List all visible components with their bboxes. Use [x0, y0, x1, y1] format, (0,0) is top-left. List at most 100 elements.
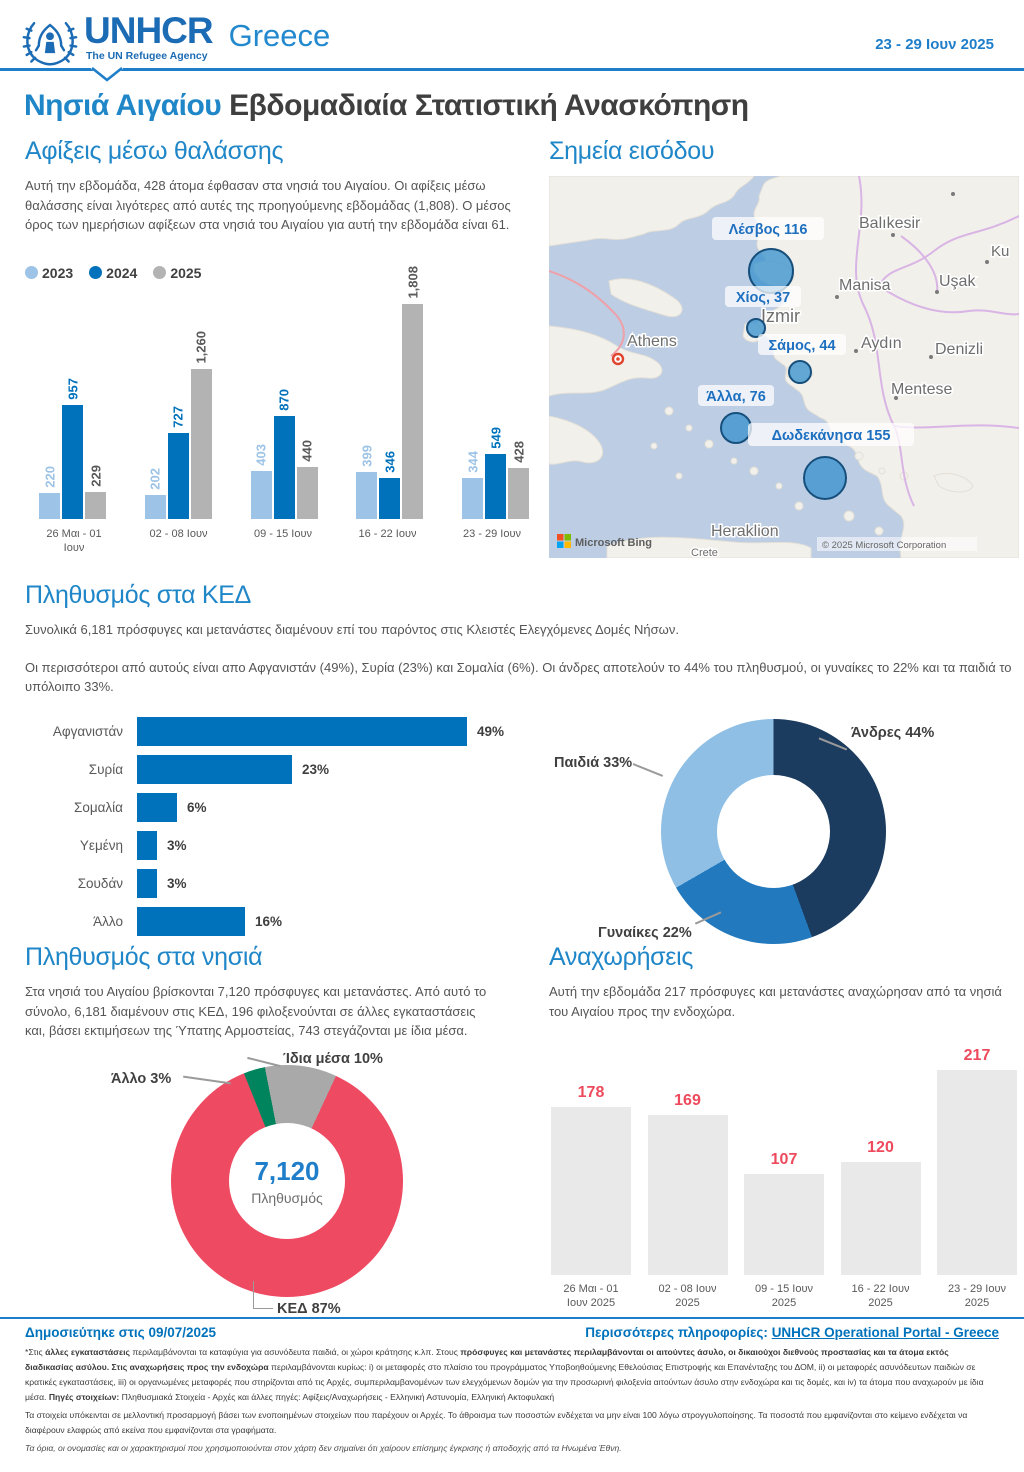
- departure-plot: 178: [551, 1043, 631, 1275]
- brand-name: UNHCR: [84, 10, 214, 51]
- bar-2023: [39, 492, 60, 519]
- nationality-bar: [137, 792, 177, 822]
- map-city-dots: [703, 192, 989, 556]
- nationality-row: Σομαλία 6%: [25, 792, 530, 822]
- departure-column: 120 16 - 22 Ιουν 2025: [840, 1043, 921, 1311]
- departure-column: 217 23 - 29 Ιουν 2025: [937, 1043, 1017, 1311]
- departure-bar: [647, 1115, 728, 1275]
- footnote-3: Τα όρια, οι ονομασίες και οι χαρακτηρισμ…: [25, 1441, 999, 1456]
- footnote-segment: Τα όρια, οι ονομασίες και οι χαρακτηρισμ…: [25, 1443, 622, 1454]
- bar-value: 549: [488, 426, 503, 449]
- more-info-label: Περισσότερες πληροφορίες:: [585, 1325, 768, 1340]
- bar-column: 403: [250, 304, 272, 519]
- footnote-segment: Τα στοιχεία υπόκεινται σε μελλοντική προ…: [25, 1410, 968, 1436]
- nationality-value: 16%: [255, 913, 283, 929]
- footnote-segment: πρόσφυγες και μετανάστες περιλαμβάνονται…: [25, 1347, 949, 1373]
- bar-column: 202: [144, 304, 166, 519]
- bar-group: 220 957 229: [39, 304, 106, 519]
- legend-label: 2024: [106, 264, 138, 281]
- bar-column: 346: [379, 304, 401, 519]
- bar-group: 403 870 440: [250, 304, 318, 519]
- bar-2024: [167, 432, 189, 519]
- legend-item: 2023: [25, 265, 73, 281]
- entry-labels: Λέσβος 116 Χίος, 37 Σάμος, 44 Άλλα, 76 Δ…: [698, 217, 914, 446]
- bar-value: 440: [299, 439, 315, 462]
- departures-text: Αυτή την εβδομάδα 217 πρόσφυγες και μετα…: [549, 984, 1002, 1019]
- footnotes: *Στις άλλες εγκαταστάσεις περιλαμβάνοντα…: [0, 1343, 1024, 1456]
- bar-value: 870: [276, 388, 292, 411]
- bar-value: 346: [382, 450, 398, 473]
- bar-2023: [250, 470, 272, 519]
- bar-column: 220: [39, 304, 60, 519]
- bubble-alla: [720, 412, 752, 444]
- bar-column: 870: [273, 304, 295, 519]
- gender-donut: [661, 718, 886, 944]
- bar-column: 229: [85, 304, 106, 519]
- legend-dot-icon: [153, 266, 167, 279]
- gender-donut-chart: Άνδρες 44% Παιδιά 33% Γυναίκες 22%: [546, 711, 1016, 957]
- city-izmir: Izmir: [761, 306, 800, 326]
- logo-text: UNHCR The UN Refugee Agency: [84, 10, 214, 62]
- report-date-range: 23 - 29 Ιουν 2025: [875, 36, 994, 53]
- bar-column: 1,808: [402, 266, 424, 519]
- city-athens: Athens: [627, 333, 677, 350]
- departures-bar-chart: 178 26 Μαι - 01 Ιουν 2025 169 02 - 08 Ιουν …: [549, 1043, 1019, 1311]
- bar-2023: [462, 477, 483, 519]
- nationality-value: 49%: [477, 723, 505, 739]
- map-islands-cyclades: [650, 406, 909, 536]
- departure-bar: [744, 1174, 824, 1275]
- nationalities-bar-chart: Αφγανιστάν 49% Συρία 23% Σομαλία 6% Υεμένη 3% Σο…: [25, 711, 530, 957]
- city-crete: Crete: [691, 547, 718, 558]
- bar-value: 202: [147, 467, 163, 490]
- footnote-1: *Στις άλλες εγκαταστάσεις περιλαμβάνοντα…: [25, 1345, 999, 1405]
- city-heraklion: Heraklion: [711, 523, 779, 540]
- footnote-segment: άλλες εγκαταστάσεις: [45, 1347, 130, 1357]
- city-denizli: Denizli: [935, 341, 983, 358]
- attribution-bg: [817, 537, 977, 551]
- portal-link[interactable]: UNHCR Operational Portal - Greece: [771, 1325, 999, 1340]
- departure-category: 23 - 29 Ιουν 2025: [948, 1283, 1006, 1310]
- departure-bar: [840, 1162, 921, 1275]
- departure-category: 02 - 08 Ιουν 2025: [658, 1283, 717, 1310]
- entry-points-map: Izmir Athens Balıkesir Manisa Uşak Ku Ay…: [549, 176, 1019, 558]
- footnote-segment: Πληθυσμιακά Στοιχεία - Αρχές και άλλες π…: [119, 1392, 555, 1403]
- departures-title: Αναχωρήσεις: [549, 943, 694, 971]
- nationality-value: 3%: [167, 837, 187, 853]
- category-label: 16 - 22 Ιουν: [358, 527, 417, 540]
- donut-label-other: Άλλο 3%: [111, 1070, 172, 1087]
- nationality-label: Συρία: [88, 761, 123, 777]
- footnote-segment: *Στις: [25, 1347, 46, 1357]
- entry-points-title: Σημεία εισόδου: [549, 137, 715, 165]
- page-title-rest: Εβδομαδιαία Στατιστική Ανασκόπηση: [221, 89, 749, 122]
- legend-item: 2024: [89, 265, 137, 281]
- category-label: 23 - 29 Ιουν: [463, 527, 521, 540]
- nationality-row: Σουδάν 3%: [25, 868, 530, 898]
- category-label: 26 Μαι - 01 Ιουν: [46, 527, 102, 554]
- donut-center: 7,120 Πληθυσμός: [171, 1065, 403, 1297]
- nationality-label: Σομαλία: [74, 799, 123, 815]
- nationality-label: Σουδάν: [77, 875, 123, 891]
- row-arrivals-map: Αφίξεις μέσω θαλάσσης Αυτή την εβδομάδα,…: [0, 131, 1024, 569]
- bar-value: 399: [359, 444, 375, 467]
- footer: Δημοσιεύτηκε στις 09/07/2025 Περισσότερε…: [0, 1319, 1024, 1343]
- bar-2025: [508, 467, 529, 519]
- departure-category: 26 Μαι - 01 Ιουν 2025: [563, 1283, 619, 1310]
- arrivals-bar-chart: 220 957 229 202 727 1,260 403 870 440 399 346 1,808…: [25, 266, 537, 555]
- bar-value: 957: [65, 377, 80, 400]
- more-info: Περισσότερες πληροφορίες: UNHCR Operatio…: [585, 1325, 999, 1340]
- footnote-2: Τα στοιχεία υπόκεινται σε μελλοντική προ…: [25, 1408, 999, 1438]
- departure-plot: 120: [840, 1043, 921, 1275]
- ced-text-1: Συνολικά 6,181 πρόσφυγες και μετανάστες …: [25, 622, 679, 637]
- departures-section: Αναχωρήσεις Αυτή την εβδομάδα 217 πρόσφυ…: [549, 937, 1019, 1325]
- ced-text-2: Οι περισσότεροι από αυτούς είναι απο Αφγ…: [25, 659, 1012, 695]
- bar-2023: [144, 494, 166, 519]
- label-samos: Σάμος, 44: [768, 338, 835, 354]
- leader-line: [632, 762, 664, 776]
- nationality-value: 23%: [302, 761, 330, 777]
- sea-arrivals-section: Αφίξεις μέσω θαλάσσης Αυτή την εβδομάδα,…: [25, 131, 537, 569]
- departure-column: 107 09 - 15 Ιουν 2025: [744, 1043, 824, 1311]
- bar-column: 549: [485, 304, 506, 519]
- legend-label: 2025: [170, 264, 202, 281]
- sea-arrivals-title: Αφίξεις μέσω θαλάσσης: [25, 137, 284, 165]
- nationality-row: Αφγανιστάν 49%: [25, 716, 530, 746]
